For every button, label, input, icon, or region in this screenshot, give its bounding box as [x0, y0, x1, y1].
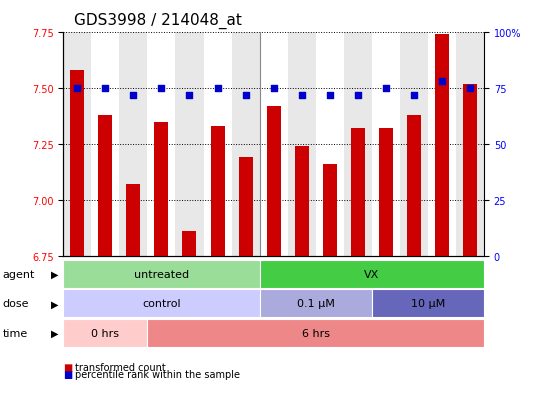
- Text: ■: ■: [63, 370, 73, 380]
- Bar: [400, 33, 428, 256]
- Point: [297, 92, 306, 99]
- Point: [270, 85, 278, 92]
- Bar: [379, 129, 393, 256]
- Bar: [456, 33, 484, 256]
- Bar: [323, 165, 337, 256]
- Point: [241, 92, 250, 99]
- Bar: [351, 129, 365, 256]
- Bar: [407, 116, 421, 256]
- Point: [129, 92, 138, 99]
- Bar: [98, 116, 112, 256]
- Point: [213, 85, 222, 92]
- Text: 0.1 μM: 0.1 μM: [297, 299, 334, 309]
- Bar: [91, 33, 119, 256]
- Bar: [126, 185, 140, 256]
- Text: ▶: ▶: [51, 328, 59, 338]
- Point: [185, 92, 194, 99]
- Text: time: time: [3, 328, 28, 338]
- Text: agent: agent: [3, 269, 35, 279]
- Bar: [147, 33, 175, 256]
- Text: control: control: [142, 299, 181, 309]
- Bar: [232, 33, 260, 256]
- Bar: [295, 147, 309, 256]
- Bar: [211, 127, 224, 256]
- Bar: [260, 33, 288, 256]
- Bar: [183, 232, 196, 256]
- Text: GDS3998 / 214048_at: GDS3998 / 214048_at: [74, 13, 242, 29]
- Bar: [239, 158, 252, 256]
- Bar: [463, 84, 477, 256]
- Text: untreated: untreated: [134, 269, 189, 279]
- Point: [409, 92, 418, 99]
- Text: 6 hrs: 6 hrs: [302, 328, 329, 338]
- Bar: [316, 33, 344, 256]
- Bar: [63, 33, 91, 256]
- Bar: [204, 33, 232, 256]
- Bar: [428, 33, 456, 256]
- Text: transformed count: transformed count: [75, 362, 166, 372]
- Point: [465, 85, 474, 92]
- Bar: [119, 33, 147, 256]
- Bar: [175, 33, 204, 256]
- Point: [353, 92, 362, 99]
- Bar: [155, 122, 168, 256]
- Bar: [70, 71, 84, 256]
- Text: 10 μM: 10 μM: [411, 299, 445, 309]
- Point: [73, 85, 82, 92]
- Bar: [288, 33, 316, 256]
- Point: [326, 92, 334, 99]
- Bar: [267, 107, 280, 256]
- Point: [101, 85, 110, 92]
- Point: [382, 85, 390, 92]
- Bar: [435, 35, 449, 256]
- Text: dose: dose: [3, 299, 29, 309]
- Text: percentile rank within the sample: percentile rank within the sample: [75, 370, 240, 380]
- Point: [157, 85, 166, 92]
- Text: ▶: ▶: [51, 269, 59, 279]
- Text: ■: ■: [63, 362, 73, 372]
- Text: VX: VX: [364, 269, 380, 279]
- Bar: [372, 33, 400, 256]
- Point: [438, 79, 447, 85]
- Text: ▶: ▶: [51, 299, 59, 309]
- Text: 0 hrs: 0 hrs: [91, 328, 119, 338]
- Bar: [344, 33, 372, 256]
